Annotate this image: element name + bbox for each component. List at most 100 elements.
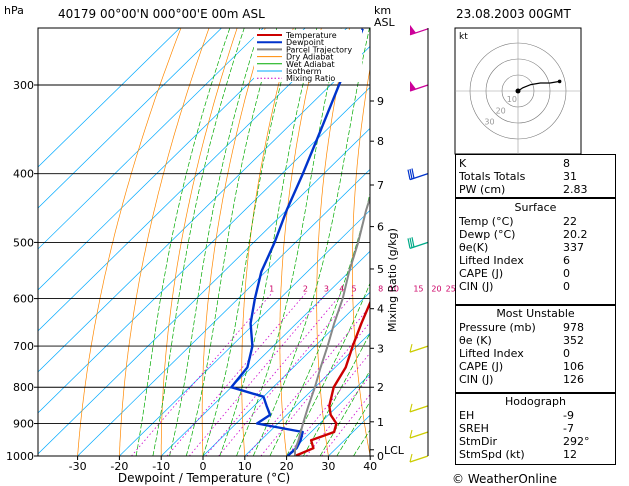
dry-adiabat-line [241, 28, 294, 456]
mixing-ratio-label: 8 [378, 284, 383, 293]
temp-tick-label: 10 [238, 460, 252, 473]
mixing-ratio-label: 15 [413, 284, 423, 293]
indices-surface: Surface Temp (°C) 22 Dewp (°C) 20.2 θe(K) 3… [455, 201, 616, 293]
index-row-pw: PW (cm) 2.83 [459, 183, 588, 196]
height-tick-label: 1 [377, 416, 384, 429]
temp-tick-label: -20 [110, 460, 128, 473]
temperature-axis: -30 -20 -10 0 10 20 30 40 [69, 456, 377, 473]
mixing-ratio-label: 20 [431, 284, 441, 293]
height-tick-label: 9 [377, 95, 384, 108]
temp-tick-label: 0 [200, 460, 207, 473]
legend-label: Mixing Ratio [286, 74, 335, 83]
wind-barb [409, 81, 429, 92]
hodograph-ring-label: 20 [496, 106, 506, 115]
series-parcel-trajectory [294, 195, 370, 456]
isotherm-line [38, 45, 370, 373]
hodograph-unit: kt [459, 32, 468, 42]
temp-tick-label: 40 [363, 460, 377, 473]
pressure-tick-label: 600 [13, 293, 34, 306]
indices-hodograph: Hodograph EH -9 SREH -7 StmDir 292° StmSpd … [455, 395, 616, 461]
legend-label: Temperature [285, 31, 337, 40]
isotherm-line [38, 127, 370, 455]
wet-adiabat-line [269, 192, 370, 456]
legend-label: Wet Adiabat [286, 60, 335, 69]
mixing-ratio-line [305, 375, 370, 456]
temp-tick-label: -30 [69, 460, 87, 473]
mu-row-cape: CAPE (J) 106 [459, 360, 584, 373]
indices-most-unstable: Most Unstable Pressure (mb) 978 θe (K) 352… [455, 307, 616, 386]
height-tick-label: 0 [377, 450, 384, 463]
mu-row-lifted-index: Lifted Index 0 [459, 347, 570, 360]
mixing-ratio-label: 5 [351, 284, 356, 293]
dry-adiabat-line [352, 66, 370, 456]
mixing-ratio-label: 4 [339, 284, 344, 293]
dry-adiabat-line [279, 28, 322, 456]
height-unit-km: km [374, 4, 391, 17]
station-title: 40179 00°00'N 000°00'E 00m ASL [58, 7, 265, 21]
pressure-tick-label: 900 [13, 418, 34, 431]
indices-surface-box [455, 198, 616, 305]
plot-area [38, 16, 453, 456]
wind-barb [409, 453, 429, 463]
hodo-row-stmdir: StmDir 292° [459, 435, 590, 448]
pressure-tick-label: 700 [13, 340, 34, 353]
hodo-row-sreh: SREH -7 [459, 422, 574, 435]
mixing-ratio-line [188, 293, 327, 456]
hodo-row-stmspd: StmSpd (kt) 12 [459, 448, 577, 461]
mu-row-pressure: Pressure (mb) 978 [459, 321, 584, 334]
height-tick-label: LCL [384, 444, 405, 457]
dry-adiabat-line [160, 28, 238, 456]
temp-tick-label: 20 [280, 460, 294, 473]
wind-barb [407, 237, 429, 250]
pressure-tick-label: 300 [13, 79, 34, 92]
isotherm-line [77, 168, 370, 456]
mixing-ratio-line [218, 293, 355, 456]
dry-adiabat-line [420, 16, 453, 456]
surface-row-theta-e: θe(K) 337 [459, 241, 584, 254]
wind-barb [409, 24, 429, 36]
dry-adiabat-line [316, 28, 350, 456]
mixing-ratio-labels: 1 2 3 4 5 8 10 15 20 25 [269, 284, 456, 293]
temp-tick-label: -10 [152, 460, 170, 473]
mixing-ratio-label: 3 [324, 284, 329, 293]
wet-adiabat-line [252, 28, 370, 456]
pressure-tick-label: 800 [13, 381, 34, 394]
isotherm-line [38, 28, 223, 209]
dry-adiabat-line [119, 28, 210, 456]
height-unit-asl: ASL [374, 16, 396, 29]
surface-row-lifted-index: Lifted Index 6 [459, 254, 570, 267]
wind-barb [409, 429, 429, 439]
wind-barb [409, 343, 429, 353]
indices-most-unstable-box [455, 305, 616, 393]
dry-adiabat-line [201, 28, 266, 456]
wet-adiabat-line [152, 28, 245, 456]
index-row-totals: Totals Totals 31 [459, 170, 577, 183]
mu-row-theta-e: θe (K) 352 [459, 334, 584, 347]
most-unstable-title: Most Unstable [496, 307, 575, 320]
hodograph-ring-label: 30 [484, 118, 494, 127]
height-tick-label: 6 [377, 221, 384, 234]
wind-barb [407, 168, 429, 181]
height-tick-label: 3 [377, 342, 384, 355]
temp-tick-label: 30 [321, 460, 335, 473]
isotherm-line [38, 28, 348, 332]
wet-adiabat-line [185, 28, 278, 456]
hodograph-title: Hodograph [505, 395, 566, 408]
mixing-ratio-label: 25 [446, 284, 456, 293]
isotherm-line [38, 28, 264, 250]
hodograph-origin [515, 88, 521, 94]
mixing-ratio-line [131, 293, 273, 456]
mixing-ratio-label: 2 [303, 284, 308, 293]
mixing-ratio-label: 1 [269, 284, 274, 293]
indices-basic-box [455, 154, 616, 198]
legend-label: Isotherm [286, 67, 322, 76]
wet-adiabat-line [202, 28, 296, 456]
isotherm-line [38, 86, 370, 414]
surface-row-dewp: Dewp (°C) 20.2 [459, 228, 588, 241]
mixing-ratio-line [260, 321, 370, 456]
